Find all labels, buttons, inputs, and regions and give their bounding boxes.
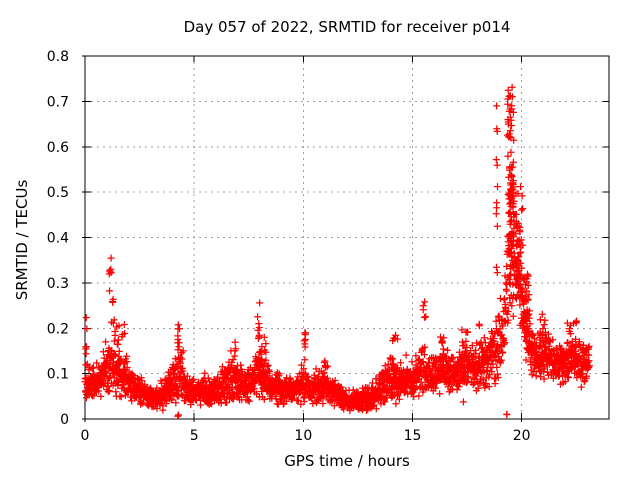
x-tick-label: 5 [190,428,199,444]
y-tick-label: 0 [60,412,69,428]
x-tick-label: 0 [81,428,90,444]
x-tick-label: 10 [294,428,312,444]
x-axis-label: GPS time / hours [284,452,410,470]
x-tick-label: 20 [513,428,531,444]
y-tick-label: 0.2 [47,321,69,337]
y-tick-label: 0.4 [47,231,69,247]
y-tick-label: 0.5 [47,185,69,201]
y-tick-label: 0.1 [47,367,69,383]
y-tick-label: 0.6 [47,140,69,156]
y-tick-label: 0.7 [47,94,69,110]
x-tick-label: 15 [404,428,422,444]
scatter-series [81,83,593,420]
y-tick-label: 0.3 [47,276,69,292]
chart-title: Day 057 of 2022, SRMTID for receiver p01… [183,18,511,36]
y-tick-label: 0.8 [47,49,69,65]
